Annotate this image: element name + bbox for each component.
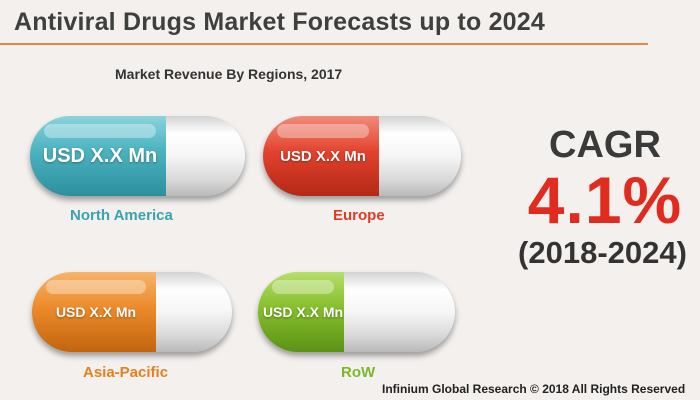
copyright-footer: Infinium Global Research © 2018 All Righ… (382, 382, 686, 396)
row-value: USD X.X Mn (262, 304, 344, 320)
north-america-capsule-icon: USD X.X Mn (30, 116, 245, 196)
north-america-label: North America (70, 207, 173, 224)
title-divider (0, 43, 648, 45)
europe-value: USD X.X Mn (280, 147, 366, 165)
europe-capsule-icon: USD X.X Mn (263, 116, 461, 196)
cagr-value: 4.1% (527, 163, 683, 237)
row-capsule-icon: USD X.X Mn (258, 272, 455, 352)
europe-label: Europe (333, 207, 385, 224)
asia-pacific-value: USD X.X Mn (55, 304, 137, 320)
cagr-period: (2018-2024) (518, 235, 687, 270)
north-america-value: USD X.X Mn (42, 144, 158, 167)
asia-pacific-label: Asia-Pacific (83, 364, 169, 381)
page-title: Antiviral Drugs Market Forecasts up to 2… (14, 8, 545, 36)
row-label: RoW (341, 364, 376, 381)
asia-pacific-capsule-icon: USD X.X Mn (32, 272, 232, 352)
cagr-label: CAGR (549, 124, 661, 166)
chart-subtitle: Market Revenue By Regions, 2017 (115, 66, 343, 82)
